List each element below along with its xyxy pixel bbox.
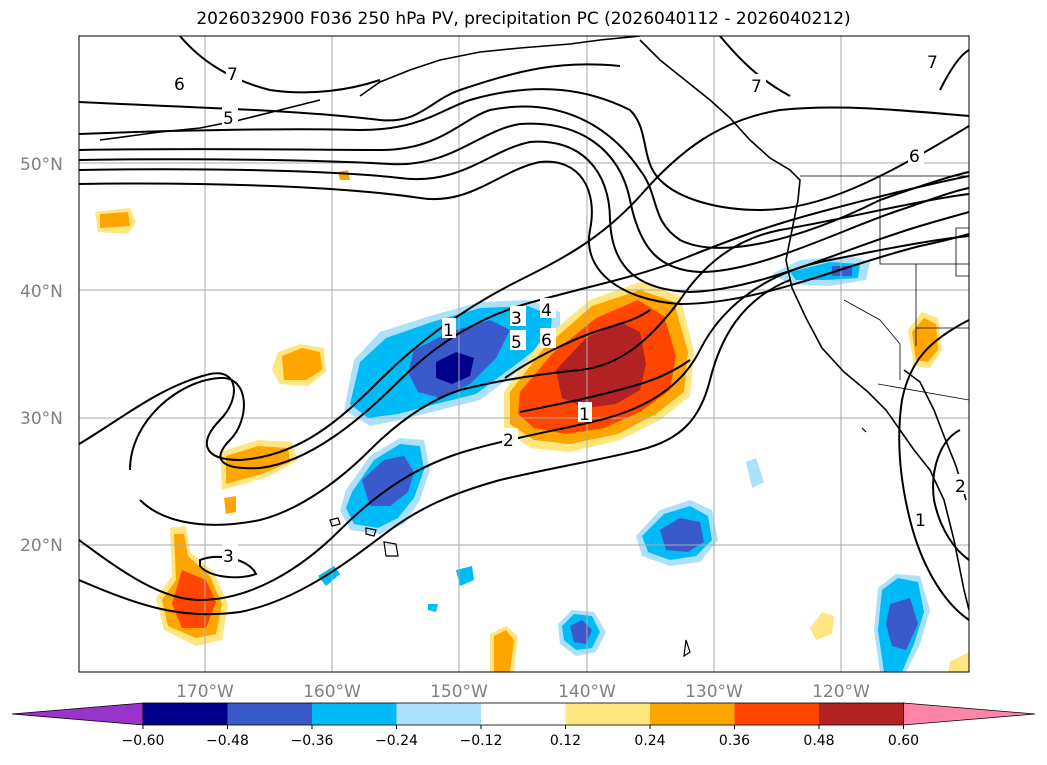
precip-anomaly-negative xyxy=(660,518,704,552)
lon-label: 170°W xyxy=(176,682,234,702)
precip-anomaly-negative xyxy=(456,566,474,586)
map-area: 6 7 5 6 7 1 3 4 5 6 1 2 3 1 xyxy=(79,36,969,672)
colorbar-segment xyxy=(227,703,313,725)
colorbar-tick-label: −0.24 xyxy=(375,733,418,749)
precip-anomaly-negative xyxy=(436,352,474,384)
map-frame xyxy=(78,35,970,673)
colorbar-extend-low xyxy=(11,702,144,726)
precip-anomaly-negative xyxy=(428,604,438,612)
colorbar-tick-labels: −0.60 −0.48 −0.36 −0.24 −0.12 0.12 0.24 0.36 0.4… xyxy=(122,725,919,749)
lon-label: 130°W xyxy=(685,682,743,702)
precip-anomaly-positive xyxy=(912,318,938,362)
colorbar-tick-label: 0.60 xyxy=(888,733,919,749)
contour-label: 1 xyxy=(443,321,454,341)
contour-label: 5 xyxy=(511,333,522,353)
lat-label: 40°N xyxy=(20,282,63,302)
contour-label: 2 xyxy=(955,477,966,497)
contour-label: 3 xyxy=(511,309,522,329)
colorbar-tick-label: 0.12 xyxy=(550,733,581,749)
colorbar-segment xyxy=(481,703,566,725)
colorbar-tick-label: −0.12 xyxy=(460,733,503,749)
islands xyxy=(329,427,867,658)
contour-label: 4 xyxy=(541,301,552,321)
contour-label: 1 xyxy=(915,511,926,531)
colorbar-segment xyxy=(734,703,820,725)
precip-anomaly-positive xyxy=(224,496,236,514)
political-borders xyxy=(800,175,969,401)
colorbar-segment xyxy=(650,703,735,725)
lat-label: 30°N xyxy=(20,409,63,429)
contour-label: 3 xyxy=(223,547,234,567)
colorbar-frame xyxy=(142,702,904,726)
colorbar-segment xyxy=(396,703,482,725)
lon-label: 150°W xyxy=(430,682,488,702)
precip-anomaly-positive xyxy=(282,348,322,380)
colorbar-segment xyxy=(565,703,651,725)
contour-label: 7 xyxy=(927,53,938,73)
precip-anomaly-positive xyxy=(100,212,130,228)
map-title: 2026032900 F036 250 hPa PV, precipitatio… xyxy=(196,9,851,29)
contour-label: 6 xyxy=(909,147,920,167)
lon-label: 160°W xyxy=(303,682,361,702)
colorbar-tick-label: 0.24 xyxy=(634,733,665,749)
colorbar-tick-label: 0.48 xyxy=(803,733,834,749)
contour-label: 6 xyxy=(541,331,552,351)
precip-anomaly-positive xyxy=(810,612,834,640)
colorbar-segment xyxy=(143,703,228,725)
contour-label: 6 xyxy=(174,75,185,95)
pv-contours xyxy=(79,36,969,621)
contour-label: 5 xyxy=(223,109,234,129)
lon-label: 120°W xyxy=(812,682,870,702)
precip-anomaly-negative xyxy=(746,458,764,488)
colorbar-segment xyxy=(312,703,397,725)
colorbar-tick-label: −0.60 xyxy=(122,733,165,749)
colorbar-segment xyxy=(819,703,904,725)
colorbar-extend-high xyxy=(903,702,1036,726)
precip-anomaly-negative xyxy=(886,598,918,650)
precip-anomaly-positive xyxy=(494,630,514,672)
contour-label: 7 xyxy=(227,65,238,85)
colorbar xyxy=(11,702,1036,726)
contour-label: 7 xyxy=(751,77,762,97)
precip-anomaly-positive xyxy=(226,446,290,484)
lon-label: 140°W xyxy=(558,682,616,702)
precip-anomaly-negative xyxy=(362,456,414,506)
contour-label: 1 xyxy=(579,405,590,425)
lat-label: 50°N xyxy=(20,155,63,175)
precip-anomaly-positive xyxy=(948,652,969,672)
contour-label: 2 xyxy=(503,431,514,451)
lat-label: 20°N xyxy=(20,536,63,556)
colorbar-tick-label: −0.48 xyxy=(206,733,249,749)
longitude-labels: 170°W 160°W 150°W 140°W 130°W 120°W xyxy=(176,682,870,702)
coastline xyxy=(99,36,969,611)
colorbar-tick-label: −0.36 xyxy=(291,733,334,749)
precip-anomaly-positive xyxy=(338,170,350,180)
colorbar-tick-label: 0.36 xyxy=(719,733,750,749)
latitude-labels: 50°N 40°N 30°N 20°N xyxy=(20,155,63,556)
pv-contour-labels: 6 7 5 6 7 1 3 4 5 6 1 2 3 1 xyxy=(173,50,968,567)
